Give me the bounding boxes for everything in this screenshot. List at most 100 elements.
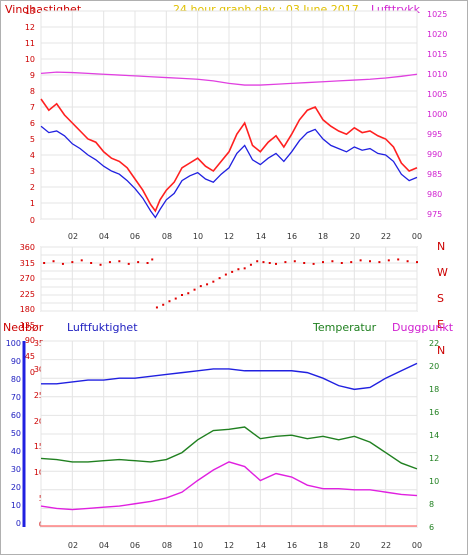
- p1-left-tick-9: 9: [30, 71, 35, 80]
- p3-temp-tick-12: 12: [429, 454, 439, 463]
- p3-temp-tick-16: 16: [429, 408, 439, 417]
- compass-n-top: N: [437, 240, 445, 253]
- wind-direction-point: [71, 261, 74, 264]
- p1-right-tick-1020: 1020: [427, 30, 447, 39]
- p1-left-tick-10: 10: [25, 55, 35, 64]
- wind-direction-point: [80, 259, 83, 262]
- wind-direction-point: [146, 262, 149, 264]
- p1-left-tick-7: 7: [30, 103, 35, 112]
- wind-direction-point: [151, 258, 154, 261]
- p1-right-tick-1010: 1010: [427, 70, 447, 79]
- p2-tick-270: 270: [20, 274, 35, 283]
- panel2-compass-labels: N W S E N: [437, 240, 448, 357]
- p3-ned-tick-20: 20: [11, 483, 21, 492]
- p3-luft-tick-30: 30: [34, 365, 44, 374]
- panel2-left-ticks: 360 315 270 225 180 135 90 45 0: [20, 243, 35, 377]
- p3-x-tick-18: 18: [318, 541, 328, 550]
- wind-direction-point: [275, 262, 277, 265]
- label-nedbor: Nedbør: [3, 321, 44, 334]
- wind-direction-point: [359, 259, 362, 262]
- p3-x-tick-16: 16: [287, 541, 297, 550]
- p2-tick-360: 360: [20, 243, 35, 252]
- p3-x-tick-20: 20: [350, 541, 360, 550]
- p3-x-tick-02: 02: [68, 541, 78, 550]
- wind-direction-point: [43, 262, 46, 264]
- panel3-series-1: [40, 426, 418, 470]
- compass-s: S: [437, 292, 444, 305]
- p3-ned-tick-40: 40: [11, 447, 21, 456]
- p1-x-tick-14: 14: [256, 232, 266, 241]
- p1-x-tick-06: 06: [130, 232, 140, 241]
- wind-direction-point: [90, 262, 93, 264]
- p1-left-tick-0: 0: [30, 216, 35, 225]
- panel1-right-ticks: 1025 1020 1015 1010 1005 1000 995 990 98…: [427, 10, 447, 219]
- p3-x-tick-10: 10: [193, 541, 203, 550]
- p1-right-tick-1005: 1005: [427, 90, 447, 99]
- p1-left-tick-11: 11: [25, 39, 35, 48]
- p3-x-tick-04: 04: [99, 541, 109, 550]
- wind-direction-point: [162, 303, 165, 306]
- panel3-temp-ticks: 22 20 18 16 14 12 10 8 6: [429, 339, 439, 532]
- p1-left-tick-8: 8: [30, 87, 35, 96]
- wind-direction-point: [187, 292, 190, 295]
- p1-x-tick-20: 20: [350, 232, 360, 241]
- wind-direction-point: [312, 262, 315, 265]
- label-duggpunkt: Duggpunkt: [392, 321, 454, 334]
- p3-x-tick-00: 00: [412, 541, 422, 550]
- p1-x-tick-04: 04: [99, 232, 109, 241]
- p3-ned-tick-80: 80: [11, 375, 21, 384]
- panel1-series-0: [40, 98, 418, 213]
- panel1-left-ticks: 13 12 11 10 9 8 7 6 5 4 3 2 1 0: [25, 7, 35, 225]
- wind-direction-point: [155, 306, 158, 309]
- wind-direction-point: [416, 261, 418, 264]
- panel3-nedbor-ticks: 100 90 80 70 60 50 40 30 20 10 0: [6, 339, 21, 528]
- wind-direction-point: [224, 273, 227, 276]
- p3-ned-tick-90: 90: [11, 357, 21, 366]
- p3-luft-tick-10: 10: [34, 468, 44, 477]
- p1-left-tick-4: 4: [30, 151, 35, 160]
- wind-direction-point: [108, 261, 111, 264]
- p1-right-tick-1025: 1025: [427, 10, 447, 19]
- wind-direction-point: [237, 268, 240, 271]
- p3-luft-tick-25: 25: [34, 391, 44, 400]
- panel3-series-0: [41, 362, 418, 391]
- p1-x-tick-16: 16: [287, 232, 297, 241]
- p3-x-tick-22: 22: [381, 541, 391, 550]
- wind-direction-point: [52, 260, 55, 263]
- wind-direction-point: [256, 260, 259, 263]
- p3-temp-tick-20: 20: [429, 362, 439, 371]
- wind-direction-point: [303, 262, 306, 264]
- p1-left-tick-5: 5: [30, 135, 35, 144]
- p3-x-tick-12: 12: [224, 541, 234, 550]
- wind-direction-point: [378, 261, 381, 264]
- chart-plot-layer: [22, 10, 418, 528]
- p1-right-tick-990: 990: [427, 150, 442, 159]
- wind-direction-point: [118, 260, 121, 263]
- p3-x-tick-08: 08: [162, 541, 172, 550]
- wind-direction-point: [284, 261, 287, 264]
- panel1-series-1: [40, 125, 418, 219]
- p1-left-tick-1: 1: [30, 199, 35, 208]
- wind-direction-point: [199, 285, 202, 288]
- p1-x-tick-00: 00: [412, 232, 422, 241]
- p3-ned-tick-60: 60: [11, 411, 21, 420]
- p3-ned-tick-70: 70: [11, 393, 21, 402]
- panel1-series-2: [40, 71, 418, 86]
- label-luftfuktighet: Luftfuktighet: [67, 321, 138, 334]
- p1-x-tick-10: 10: [193, 232, 203, 241]
- compass-e: E: [437, 318, 444, 331]
- p3-ned-tick-10: 10: [11, 501, 21, 510]
- wind-direction-point: [99, 263, 102, 266]
- wind-direction-point: [350, 261, 353, 264]
- wind-direction-point: [249, 263, 252, 266]
- wind-direction-point: [218, 277, 221, 280]
- p3-temp-tick-6: 6: [429, 523, 434, 532]
- label-temperatur: Temperatur: [312, 321, 377, 334]
- wind-direction-point: [231, 270, 234, 273]
- p3-x-tick-14: 14: [256, 541, 266, 550]
- p2-tick-45: 45: [25, 352, 35, 361]
- p3-x-tick-06: 06: [130, 541, 140, 550]
- wind-direction-point: [322, 261, 324, 264]
